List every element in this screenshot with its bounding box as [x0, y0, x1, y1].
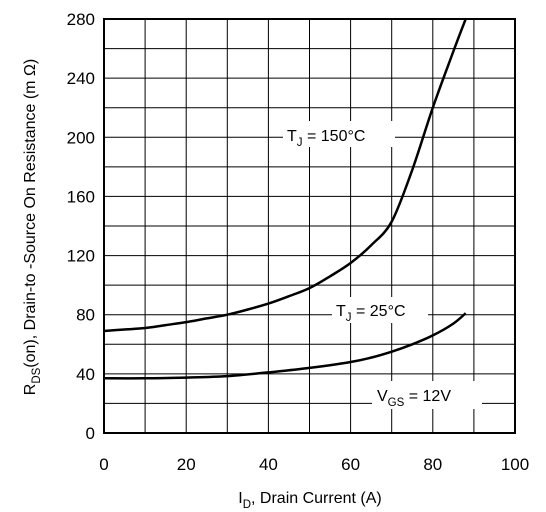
x-tick-label: 80 [423, 455, 442, 474]
x-tick-label: 0 [99, 455, 108, 474]
annotations: TJ = 150°C TJ = 25°C VGS = 12V [287, 128, 451, 409]
curves [103, 18, 482, 409]
x-tick-label: 60 [341, 455, 360, 474]
x-tick-label: 100 [501, 455, 529, 474]
y-tick-label: 160 [67, 187, 95, 206]
y-tick-labels: 0 40 80 120 160 200 240 280 [67, 10, 95, 443]
annotation-background [283, 121, 395, 147]
y-tick-label: 120 [67, 247, 95, 266]
x-tick-labels: 0 20 40 60 80 100 [99, 455, 529, 474]
grid [103, 18, 516, 434]
y-tick-label: 280 [67, 10, 95, 29]
annotation-background [372, 381, 482, 409]
curve-tj-150 [103, 18, 467, 333]
annotation-background [332, 297, 428, 323]
x-tick-label: 20 [177, 455, 196, 474]
annotation-vgs: VGS = 12V [377, 388, 451, 409]
y-tick-label: 80 [76, 306, 95, 325]
annotation-tj-25: TJ = 25°C [336, 303, 406, 324]
y-tick-label: 200 [67, 128, 95, 147]
y-tick-label: 240 [67, 69, 95, 88]
x-tick-label: 40 [259, 455, 278, 474]
y-axis-label: RDS(on), Drain-to -Source On Resistance … [22, 59, 43, 395]
curve-tj-25 [103, 312, 467, 380]
plot-frame [103, 18, 516, 434]
y-tick-label: 40 [76, 365, 95, 384]
annotation-tj-150: TJ = 150°C [287, 128, 365, 149]
y-tick-label: 0 [86, 424, 95, 443]
x-axis-label: ID, Drain Current (A) [238, 490, 381, 511]
